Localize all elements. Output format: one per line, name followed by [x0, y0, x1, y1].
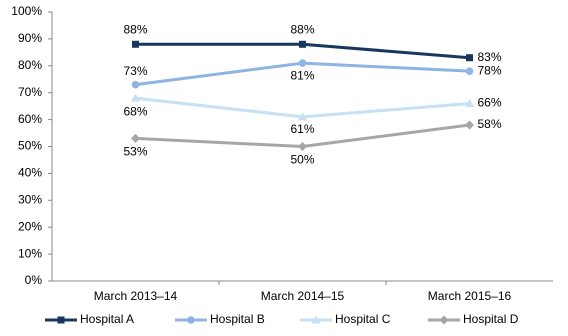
legend-label: Hospital C: [335, 312, 391, 326]
marker: [299, 40, 306, 48]
y-tick-label: 0%: [25, 273, 43, 287]
marker: [132, 40, 139, 48]
marker: [298, 59, 307, 67]
data-label: 88%: [123, 22, 147, 36]
x-tick-label: March 2015–16: [428, 289, 512, 303]
y-tick-label: 60%: [18, 112, 42, 126]
data-label: 81%: [290, 68, 314, 82]
legend-label: Hospital D: [463, 312, 519, 326]
y-tick-label: 100%: [11, 4, 42, 18]
marker: [187, 316, 195, 324]
data-label: 88%: [290, 22, 314, 36]
legend-label: Hospital B: [210, 312, 265, 326]
marker: [439, 315, 449, 325]
data-label: 68%: [123, 104, 147, 118]
marker: [465, 67, 474, 75]
marker: [311, 315, 321, 324]
data-label: 58%: [477, 117, 501, 131]
data-label: 50%: [290, 153, 314, 167]
marker: [465, 120, 474, 130]
legend-label: Hospital A: [80, 312, 134, 326]
marker: [465, 98, 474, 107]
x-tick-label: March 2014–15: [261, 289, 345, 303]
y-tick-label: 10%: [18, 246, 42, 260]
y-tick-label: 20%: [18, 219, 42, 233]
marker: [131, 133, 140, 143]
marker: [131, 93, 140, 102]
marker: [298, 142, 307, 151]
y-tick-label: 50%: [18, 139, 42, 153]
marker: [298, 112, 307, 121]
y-tick-label: 70%: [18, 85, 42, 99]
marker: [466, 54, 473, 62]
x-tick-label: March 2013–14: [94, 289, 178, 303]
data-label: 73%: [123, 64, 147, 78]
data-label: 78%: [477, 63, 501, 77]
y-tick-label: 80%: [18, 58, 42, 72]
data-label: 66%: [477, 96, 501, 110]
y-tick-label: 40%: [18, 166, 42, 180]
marker: [57, 316, 65, 324]
data-label: 61%: [290, 122, 314, 136]
marker: [131, 80, 140, 89]
data-label: 53%: [123, 145, 147, 159]
data-label: 83%: [477, 50, 501, 64]
y-tick-label: 90%: [18, 31, 42, 45]
y-tick-label: 30%: [18, 192, 42, 206]
